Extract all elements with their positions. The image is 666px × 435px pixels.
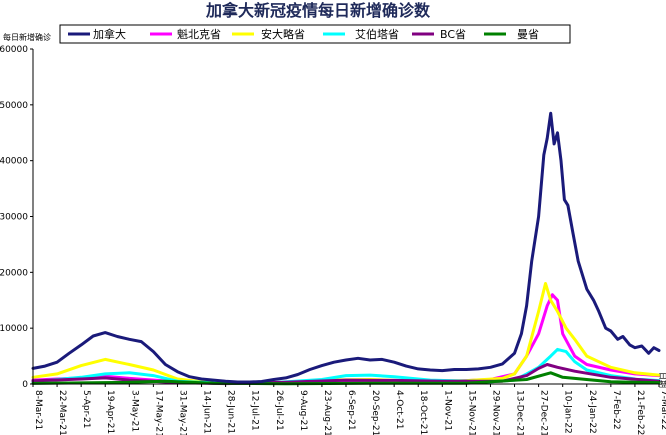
y-tick-label: 0 — [22, 380, 28, 390]
x-tick-label: 13-Dec-21 — [515, 390, 525, 435]
x-tick-label: 5-Apr-21 — [81, 390, 91, 428]
x-tick-label: 10-Jan-22 — [563, 390, 573, 434]
x-tick-label: 6-Sep-21 — [346, 390, 356, 431]
series-line-曼省 — [31, 371, 661, 386]
x-tick-label: 21-Feb-22 — [635, 390, 645, 435]
x-tick-label: 24-Jan-22 — [587, 390, 597, 434]
legend-label: 魁北克省 — [177, 27, 221, 41]
x-tick-label: 14-Jun-21 — [202, 390, 212, 434]
x-tick-label: 15-Nov-21 — [466, 390, 476, 435]
plot-area — [31, 111, 661, 386]
y-tick-label: 10000 — [0, 324, 28, 334]
legend-box — [59, 24, 571, 44]
x-tick-label: 3-May-21 — [129, 390, 139, 432]
x-tick-label: 17-May-21 — [153, 390, 163, 435]
x-tick-label: 26-Jul-21 — [274, 390, 284, 431]
legend: 加拿大 魁北克省 安大略省 艾伯塔省 BC省 曼省 — [59, 24, 571, 44]
y-tick-label: 40000 — [0, 157, 28, 167]
x-tick-label: 29-Nov-21 — [490, 390, 500, 435]
x-tick-label: 28-Jun-21 — [226, 390, 236, 434]
y-tick-label: 60000 — [0, 45, 28, 55]
x-tick-label: 1-Nov-21 — [442, 390, 452, 431]
x-tick-label: 12-Jul-21 — [250, 390, 260, 431]
x-tick-label: 20-Sep-21 — [370, 390, 380, 435]
x-tick-label: 31-May-21 — [177, 390, 187, 435]
x-tick-label: 23-Aug-21 — [322, 390, 332, 435]
legend-label: 曼省 — [517, 28, 539, 41]
legend-label: BC省 — [440, 28, 466, 41]
y-axis: 0 10000 20000 30000 40000 50000 60000 — [0, 45, 34, 390]
x-tick-label: 22-Mar-21 — [57, 390, 67, 435]
x-tick-label: 9-Aug-21 — [298, 390, 308, 431]
x-tick-label: 7-Mar-22 — [659, 390, 666, 430]
x-tick-label: 27-Dec-21 — [539, 390, 549, 435]
legend-label: 艾伯塔省 — [355, 27, 399, 41]
y-tick-label: 50000 — [0, 101, 28, 111]
legend-label: 安大略省 — [261, 27, 305, 41]
chart-title: 加拿大新冠疫情每日新增确诊数 — [205, 1, 431, 20]
x-axis: 8-Mar-21 22-Mar-21 5-Apr-21 19-Apr-21 3-May-… — [32, 383, 666, 435]
x-tick-label: 7-Feb-22 — [611, 390, 621, 430]
x-axis-label: 日期 — [658, 372, 666, 388]
series-line-BC省 — [31, 363, 661, 386]
x-tick-label: 19-Apr-21 — [105, 390, 115, 434]
x-tick-label: 8-Mar-21 — [33, 390, 43, 430]
x-tick-label: 4-Oct-21 — [394, 390, 404, 430]
x-tick-label: 18-Oct-21 — [418, 390, 428, 435]
series-line-加拿大 — [31, 111, 661, 384]
y-axis-label: 每日新增确诊 — [3, 32, 51, 42]
y-tick-label: 30000 — [0, 213, 28, 223]
legend-label: 加拿大 — [93, 27, 126, 41]
y-tick-label: 20000 — [0, 268, 28, 278]
